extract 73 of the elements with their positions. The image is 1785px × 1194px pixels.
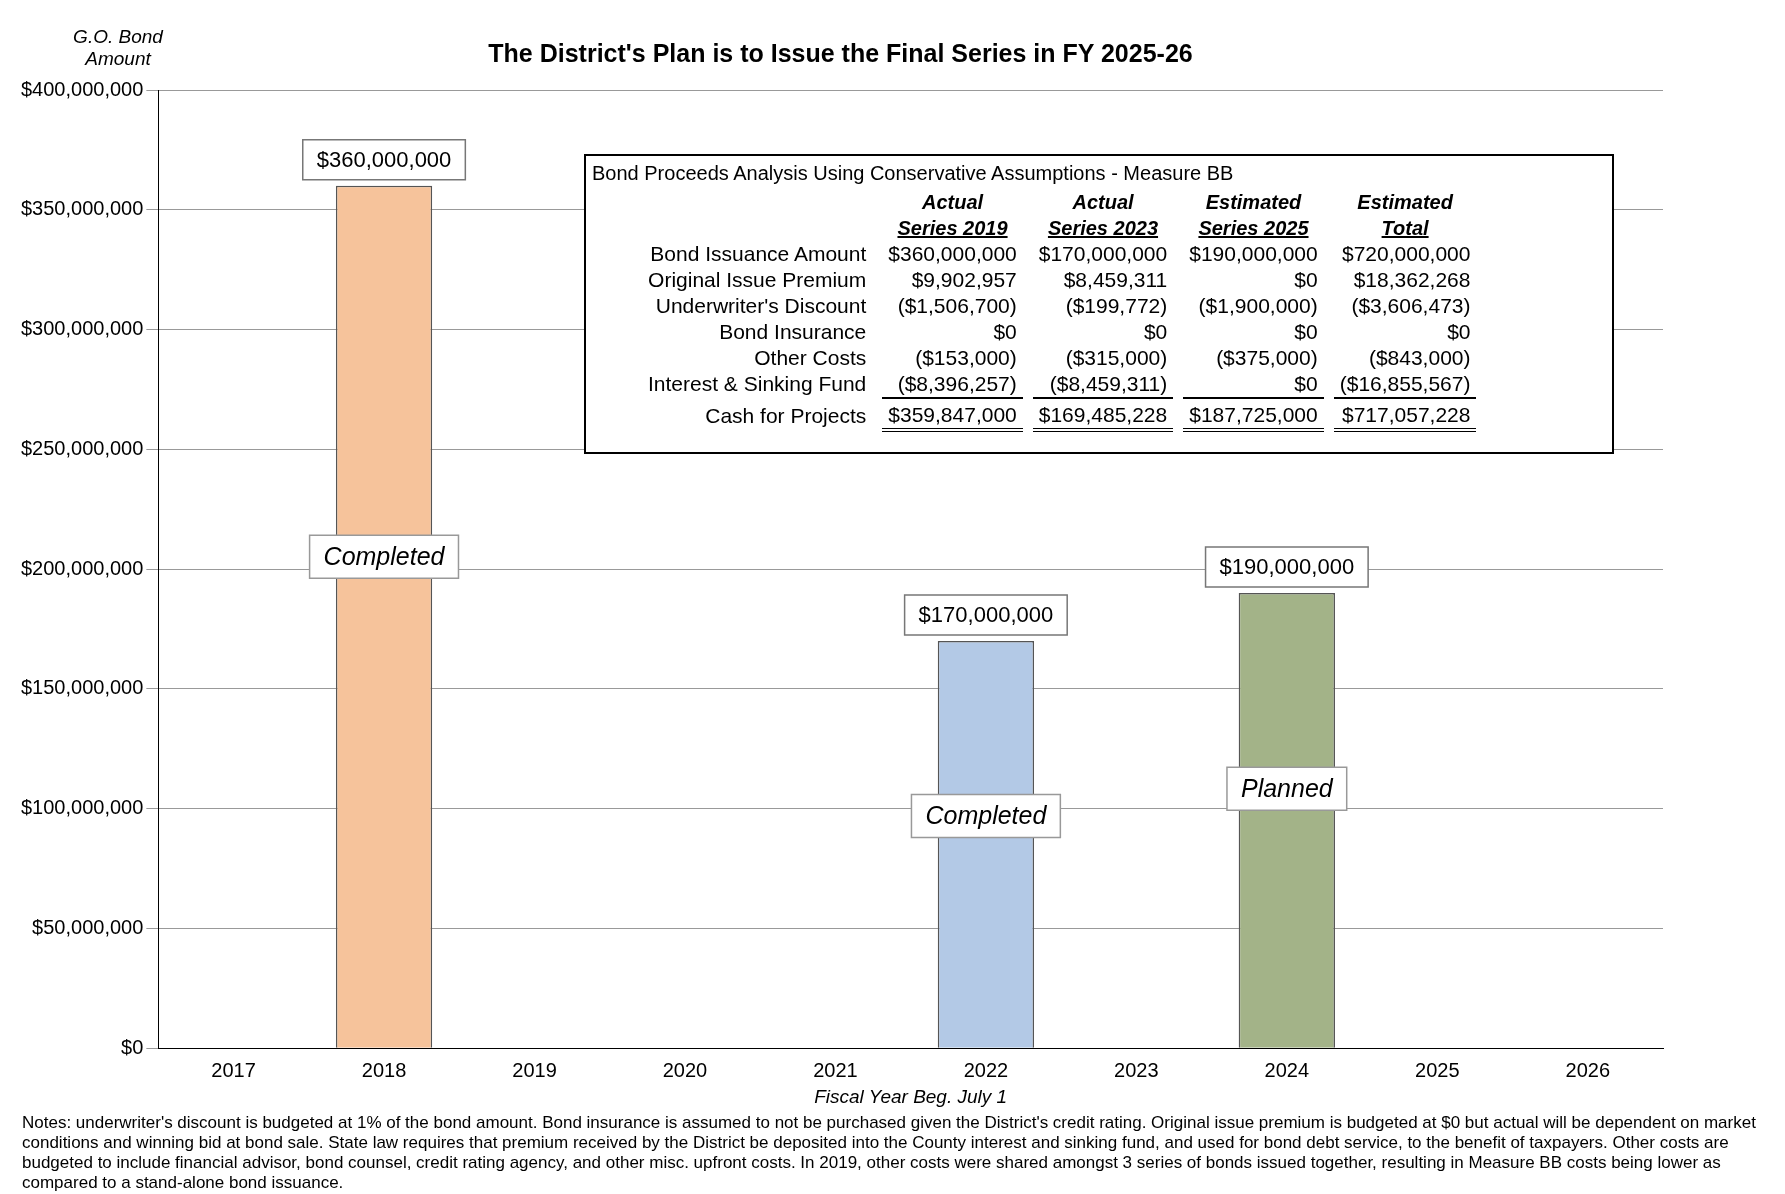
text: $190,000,000 xyxy=(1189,242,1318,265)
annotation: Completed xyxy=(925,801,1048,830)
y-tick-label: $200,000,000 xyxy=(21,556,144,579)
data-label: $170,000,000 xyxy=(918,602,1054,628)
category-label: Estimated xyxy=(1357,191,1453,213)
text: $8,459,311 xyxy=(1063,268,1168,291)
text: $0 xyxy=(1143,320,1168,343)
category-label: Interest & Sinking Fund xyxy=(648,372,867,395)
y-tick-label: $300,000,000 xyxy=(21,317,144,340)
category-label: Bond Insurance xyxy=(719,320,867,343)
text: ($375,000) xyxy=(1216,346,1318,369)
text: ($1,506,700) xyxy=(897,294,1017,317)
x-tick-label: 2022 xyxy=(963,1058,1009,1081)
y-tick-label: $0 xyxy=(121,1035,144,1058)
text: $18,362,268 xyxy=(1353,268,1471,291)
x-tick-label: 2021 xyxy=(813,1058,858,1081)
y-tick-label: $150,000,000 xyxy=(21,676,144,699)
x-tick-label: 2023 xyxy=(1114,1058,1159,1081)
category-label: Estimated xyxy=(1205,191,1302,213)
text: ($16,855,567) xyxy=(1339,372,1471,395)
category-label: Series 2025 xyxy=(1198,217,1309,239)
x-tick-label: 2025 xyxy=(1415,1058,1460,1081)
category-label: Bond Issuance Amount xyxy=(650,242,867,265)
text: $169,485,228 xyxy=(1038,403,1168,426)
text: $170,000,000 xyxy=(1038,242,1168,265)
category-label: Series 2023 xyxy=(1047,217,1159,239)
text: ($153,000) xyxy=(915,346,1017,369)
x-axis-title: Fiscal Year Beg. July 1 xyxy=(814,1085,1008,1107)
category-label: Actual xyxy=(921,191,984,213)
text: ($8,459,311) xyxy=(1049,372,1168,395)
y-tick-label: $250,000,000 xyxy=(21,436,144,459)
text: $360,000,000 xyxy=(888,242,1017,265)
x-tick-label: 2020 xyxy=(662,1058,708,1081)
text: $0 xyxy=(1294,372,1318,395)
x-tick-label: 2024 xyxy=(1264,1058,1310,1081)
category-label: Series 2019 xyxy=(897,217,1008,239)
text: ($199,772) xyxy=(1065,294,1168,317)
y-tick-label: $350,000,000 xyxy=(21,197,144,220)
text: Notes: underwriter's discount is budgeted at 1% of the bond amount. Bond insurance is assumed to not be purchased given the District's credit rating. Original issue premium is budgeted at $0 but actual will be dependent on market conditions and winning bid at bond sale. State law requires that premium received by the District be deposited into the County interest and sinking fund, and used for bond debt service, to the benefit of taxpayers. Other costs are budgeted to include financial advisor, bond counsel, credit rating agency, and other misc. upfront costs. In 2019, other costs were shared amongst 3 series of bonds issued together, resulting in Measure BB costs being lower as compared to a stand-alone bond issuance. xyxy=(21,1113,1757,1193)
text: ($843,000) xyxy=(1368,346,1471,369)
x-tick-label: 2026 xyxy=(1565,1058,1611,1081)
text: $0 xyxy=(1294,268,1318,291)
x-tick-label: 2018 xyxy=(361,1058,407,1081)
category-label: Actual xyxy=(1072,191,1134,213)
x-tick-label: 2017 xyxy=(211,1058,256,1081)
text: $0 xyxy=(1294,320,1318,343)
text: ($3,606,473) xyxy=(1351,294,1471,317)
text: $187,725,000 xyxy=(1189,403,1318,426)
y-tick-label: $400,000,000 xyxy=(21,77,144,100)
text: $0 xyxy=(993,320,1017,343)
annotation: Completed xyxy=(323,541,446,570)
category-label: Original Issue Premium xyxy=(648,268,867,291)
text: $0 xyxy=(1447,320,1471,343)
text: $9,902,957 xyxy=(911,268,1017,291)
category-label: Cash for Projects xyxy=(705,404,867,427)
annotation: Planned xyxy=(1240,773,1334,802)
x-tick-label: 2019 xyxy=(512,1058,557,1081)
text: $717,057,228 xyxy=(1342,403,1471,426)
text: ($1,900,000) xyxy=(1198,294,1318,317)
text: ($8,396,257) xyxy=(897,372,1017,395)
text: ($315,000) xyxy=(1065,346,1168,369)
y-tick-label: $100,000,000 xyxy=(21,796,144,819)
y-tick-label: $50,000,000 xyxy=(32,915,144,938)
text: Bond Proceeds Analysis Using Conservative Assumptions - Measure BB xyxy=(592,162,1235,185)
category-label: Other Costs xyxy=(754,346,867,369)
category-label: Underwriter's Discount xyxy=(655,294,867,317)
data-label: $190,000,000 xyxy=(1219,554,1355,580)
category-label: Total xyxy=(1381,217,1429,239)
text: $720,000,000 xyxy=(1342,242,1471,265)
chart-title: The District's Plan is to Issue the Final Series in FY 2025-26 xyxy=(488,38,1193,67)
y-axis-title: G.O. Bond Amount xyxy=(72,26,165,70)
text: $359,847,000 xyxy=(888,403,1017,426)
data-label: $360,000,000 xyxy=(316,146,452,172)
